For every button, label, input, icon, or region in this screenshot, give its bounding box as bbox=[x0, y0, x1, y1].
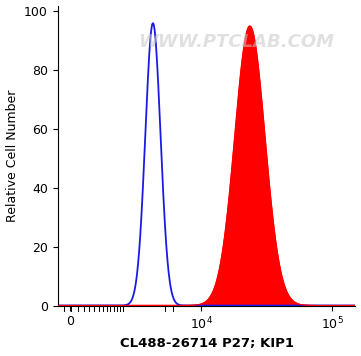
Y-axis label: Relative Cell Number: Relative Cell Number bbox=[5, 89, 18, 222]
X-axis label: CL488-26714 P27; KIP1: CL488-26714 P27; KIP1 bbox=[119, 337, 293, 350]
Text: WWW.PTCLAB.COM: WWW.PTCLAB.COM bbox=[138, 32, 334, 51]
